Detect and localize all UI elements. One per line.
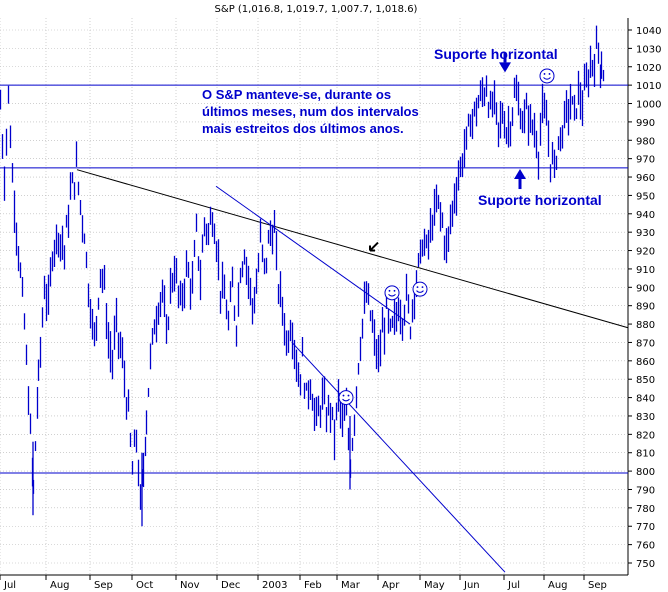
smiley-eye: [342, 394, 345, 397]
smiley-mouth: [416, 290, 424, 293]
annotation-marks: [338, 52, 555, 406]
y-tick-label: 970: [636, 155, 655, 166]
y-tick-label: 930: [636, 228, 655, 239]
price-bars: [0, 25, 605, 527]
horizontal-lines: [0, 84, 628, 474]
y-tick-label: 950: [636, 191, 655, 202]
note-line-1: O S&P manteve-se, durante os: [202, 87, 391, 102]
x-tick-label: Jun: [463, 580, 480, 591]
y-tick-label: 780: [636, 504, 655, 515]
smiley-mouth: [388, 293, 396, 297]
smiley-icon: [539, 68, 555, 84]
x-tick-label: 2003: [262, 580, 287, 591]
smiley-mouth: [543, 77, 551, 80]
x-tick-label: Mar: [341, 580, 361, 591]
smiley-face: [412, 281, 428, 297]
y-tick-label: 1000: [636, 100, 661, 111]
note-line-3: mais estreitos dos últimos anos.: [202, 121, 404, 136]
x-tick-label: Sep: [588, 580, 607, 591]
y-tick-label: 880: [636, 320, 655, 331]
y-tick-label: 1020: [636, 63, 661, 74]
x-tick-label: Jul: [3, 580, 16, 591]
x-tick-label: Apr: [382, 580, 400, 591]
smiley-face: [338, 390, 354, 406]
smiley-icon: [384, 285, 400, 301]
y-tick-label: 1040: [636, 26, 661, 37]
resistance-label: Suporte horizontal: [434, 46, 558, 62]
x-tick-label: Jul: [507, 580, 520, 591]
arrow-down-icon: [499, 62, 511, 73]
x-tick-label: Nov: [180, 580, 200, 591]
y-tick-label: 910: [636, 265, 655, 276]
y-tick-label: 940: [636, 210, 655, 221]
x-tick-label: Aug: [548, 580, 568, 591]
x-tick-label: Aug: [50, 580, 70, 591]
smiley-eye: [393, 289, 396, 292]
y-tick-label: 1030: [636, 44, 661, 55]
axis-ticks: 750 760 770 780 790 800 810 820 830 840 850 860 870 8…: [0, 26, 661, 591]
smiley-icon: [412, 281, 428, 297]
y-tick-label: 1010: [636, 81, 661, 92]
note-line-2: últimos meses, num dos intervalos: [202, 104, 419, 119]
smiley-face: [384, 285, 400, 301]
smiley-mouth: [342, 398, 350, 402]
support-label: Suporte horizontal: [478, 192, 602, 208]
y-tick-label: 790: [636, 485, 655, 496]
y-tick-label: 840: [636, 394, 655, 405]
x-tick-label: Feb: [304, 580, 322, 591]
y-tick-label: 820: [636, 430, 655, 441]
x-tick-label: Dec: [221, 580, 240, 591]
y-tick-label: 920: [636, 247, 655, 258]
trend-line: [76, 169, 629, 329]
grid: [0, 18, 629, 576]
y-tick-label: 830: [636, 412, 655, 423]
y-tick-label: 860: [636, 357, 655, 368]
y-tick-label: 770: [636, 522, 655, 533]
y-tick-label: 990: [636, 118, 655, 129]
x-tick-label: Sep: [94, 580, 113, 591]
y-tick-label: 900: [636, 283, 655, 294]
x-tick-label: May: [424, 580, 445, 591]
smiley-eye: [388, 289, 391, 292]
arrow-down-shaft: [503, 52, 507, 63]
arrow-up-shaft: [518, 179, 522, 190]
y-tick-label: 980: [636, 136, 655, 147]
trend-line: [215, 185, 411, 325]
y-tick-label: 810: [636, 449, 655, 460]
smiley-eye: [421, 286, 424, 289]
x-tick-label: Oct: [136, 580, 153, 591]
smiley-eye: [543, 73, 546, 75]
smiley-eye: [548, 73, 551, 75]
chart-title: S&P (1,016.8, 1,019.7, 1,007.7, 1,018.6): [215, 4, 418, 15]
arrow-diag-icon: [369, 241, 379, 252]
y-tick-label: 760: [636, 541, 655, 552]
y-tick-label: 960: [636, 173, 655, 184]
smiley-icon: [338, 390, 354, 406]
trend-lines: [76, 169, 629, 573]
y-tick-label: 870: [636, 338, 655, 349]
trend-line: [291, 342, 506, 573]
y-tick-label: 800: [636, 467, 655, 478]
y-tick-label: 850: [636, 375, 655, 386]
y-tick-label: 890: [636, 302, 655, 313]
smiley-face: [539, 68, 555, 84]
smiley-eye: [347, 394, 350, 397]
smiley-eye: [416, 286, 419, 289]
y-tick-label: 750: [636, 559, 655, 570]
arrow-up-icon: [514, 169, 526, 180]
